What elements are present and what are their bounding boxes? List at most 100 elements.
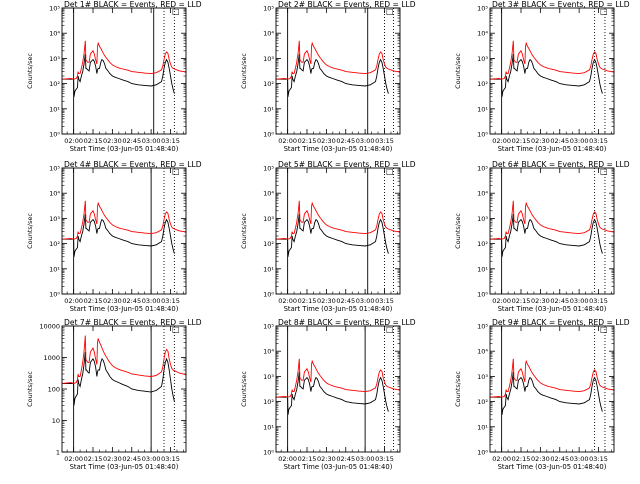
y-tick-label: 10⁰ xyxy=(477,291,488,299)
y-tick-label: 10 xyxy=(52,417,60,425)
y-tick-label: 10⁴ xyxy=(477,190,488,198)
x-tick-label: 02:00 xyxy=(492,137,511,145)
x-tick-label: 03:00 xyxy=(356,137,375,145)
y-tick-label: 10³ xyxy=(263,55,274,63)
x-tick-label: 02:30 xyxy=(317,297,336,305)
x-tick-label: 03:15 xyxy=(375,455,394,463)
x-tick-label: 02:30 xyxy=(317,137,336,145)
x-tick-label: 03:15 xyxy=(589,297,608,305)
x-tick-label: 02:45 xyxy=(336,137,355,145)
y-tick-label: 10⁵ xyxy=(477,323,488,331)
y-tick-label: 10⁵ xyxy=(49,165,60,173)
y-axis-label: Counts/sec xyxy=(26,53,34,89)
y-tick-label: 10⁰ xyxy=(49,131,60,139)
panel-det-8: Det 8# BLACK = Events, RED = LLD□ Counts/… xyxy=(240,318,416,471)
y-tick-label: 10³ xyxy=(477,55,488,63)
x-tick-label: 02:15 xyxy=(298,137,317,145)
panel-det-1: Det 1# BLACK = Events, RED = LLD□ Counts/… xyxy=(26,0,202,153)
panel-det-7: Det 7# BLACK = Events, RED = LLD□ Counts/… xyxy=(26,318,202,471)
series-events-line xyxy=(276,53,389,97)
panel-det-4: Det 4# BLACK = Events, RED = LLD□ Counts/… xyxy=(26,160,202,313)
plot-frame xyxy=(489,7,615,135)
y-tick-label: 10¹ xyxy=(477,265,488,273)
y-tick-label: 10⁵ xyxy=(263,323,274,331)
x-tick-label: 02:45 xyxy=(122,297,141,305)
panel-title: Det 8# BLACK = Events, RED = LLD xyxy=(278,318,416,327)
series-events-line xyxy=(276,213,389,257)
panel-title: Det 3# BLACK = Events, RED = LLD xyxy=(492,0,630,9)
x-tick-label: 02:30 xyxy=(317,455,336,463)
x-tick-label: 02:30 xyxy=(103,137,122,145)
series-events-line xyxy=(62,213,175,257)
x-tick-label: 02:15 xyxy=(512,455,531,463)
x-tick-label: 02:00 xyxy=(64,137,83,145)
y-tick-label: 10² xyxy=(263,80,274,88)
x-tick-label: 03:00 xyxy=(570,455,589,463)
x-tick-label: 03:15 xyxy=(161,137,180,145)
panel-det-5: Det 5# BLACK = Events, RED = LLD□ Counts/… xyxy=(240,160,416,313)
x-axis-label: Start Time (03-Jun-05 01:48:40) xyxy=(284,305,393,313)
series-lld-line xyxy=(276,40,400,80)
x-tick-label: 03:00 xyxy=(570,137,589,145)
panel-title: Det 5# BLACK = Events, RED = LLD xyxy=(278,160,416,169)
legend-marker: □ xyxy=(600,7,608,16)
x-axis-label: Start Time (03-Jun-05 01:48:40) xyxy=(70,145,179,153)
y-tick-label: 10⁵ xyxy=(263,165,274,173)
x-axis-label: Start Time (03-Jun-05 01:48:40) xyxy=(70,305,179,313)
x-tick-label: 03:00 xyxy=(570,297,589,305)
x-tick-label: 02:30 xyxy=(103,455,122,463)
x-axis-label: Start Time (03-Jun-05 01:48:40) xyxy=(284,145,393,153)
y-tick-label: 100 xyxy=(48,386,60,394)
y-tick-label: 10³ xyxy=(477,373,488,381)
y-tick-label: 10⁰ xyxy=(477,449,488,457)
x-tick-label: 02:15 xyxy=(298,297,317,305)
x-tick-label: 02:45 xyxy=(122,137,141,145)
series-lld-line xyxy=(276,358,400,398)
plot-frame xyxy=(275,167,401,295)
y-tick-label: 10⁵ xyxy=(49,5,60,13)
x-tick-label: 02:00 xyxy=(278,297,297,305)
y-tick-label: 10⁰ xyxy=(263,131,274,139)
x-tick-label: 03:15 xyxy=(589,455,608,463)
y-axis-label: Counts/sec xyxy=(240,371,248,407)
y-axis-label: Counts/sec xyxy=(240,53,248,89)
y-tick-label: 10³ xyxy=(49,215,60,223)
x-tick-label: 02:45 xyxy=(336,455,355,463)
y-tick-label: 10² xyxy=(477,80,488,88)
y-tick-label: 10⁴ xyxy=(263,30,274,38)
x-tick-label: 02:30 xyxy=(103,297,122,305)
plot-frame xyxy=(61,325,187,453)
x-tick-label: 03:00 xyxy=(142,137,161,145)
panel-title: Det 6# BLACK = Events, RED = LLD xyxy=(492,160,630,169)
series-events-line xyxy=(490,53,603,97)
x-tick-label: 03:15 xyxy=(161,297,180,305)
plot-frame xyxy=(489,167,615,295)
y-tick-label: 10¹ xyxy=(263,265,274,273)
y-tick-label: 10⁰ xyxy=(49,291,60,299)
y-tick-label: 10² xyxy=(477,240,488,248)
y-tick-label: 10¹ xyxy=(477,423,488,431)
plot-frame xyxy=(275,325,401,453)
panel-title: Det 1# BLACK = Events, RED = LLD xyxy=(64,0,202,9)
plot-frame xyxy=(489,325,615,453)
x-tick-label: 02:15 xyxy=(512,137,531,145)
y-tick-label: 10⁰ xyxy=(263,291,274,299)
panel-det-9: Det 9# BLACK = Events, RED = LLD□ Counts/… xyxy=(454,318,630,471)
x-tick-label: 02:00 xyxy=(278,137,297,145)
series-lld-line xyxy=(62,200,186,240)
x-tick-label: 03:15 xyxy=(375,137,394,145)
y-axis-label: Counts/sec xyxy=(26,371,34,407)
y-tick-label: 10² xyxy=(49,80,60,88)
series-lld-line xyxy=(62,335,186,384)
legend-marker: □ xyxy=(386,325,394,334)
series-events-line xyxy=(62,53,175,97)
x-tick-label: 02:15 xyxy=(84,137,103,145)
series-events-line xyxy=(62,351,175,406)
legend-marker: □ xyxy=(386,7,394,16)
y-tick-label: 10² xyxy=(263,240,274,248)
y-tick-label: 10² xyxy=(49,240,60,248)
x-tick-label: 03:15 xyxy=(161,455,180,463)
series-events-line xyxy=(490,371,603,415)
y-tick-label: 10² xyxy=(263,398,274,406)
